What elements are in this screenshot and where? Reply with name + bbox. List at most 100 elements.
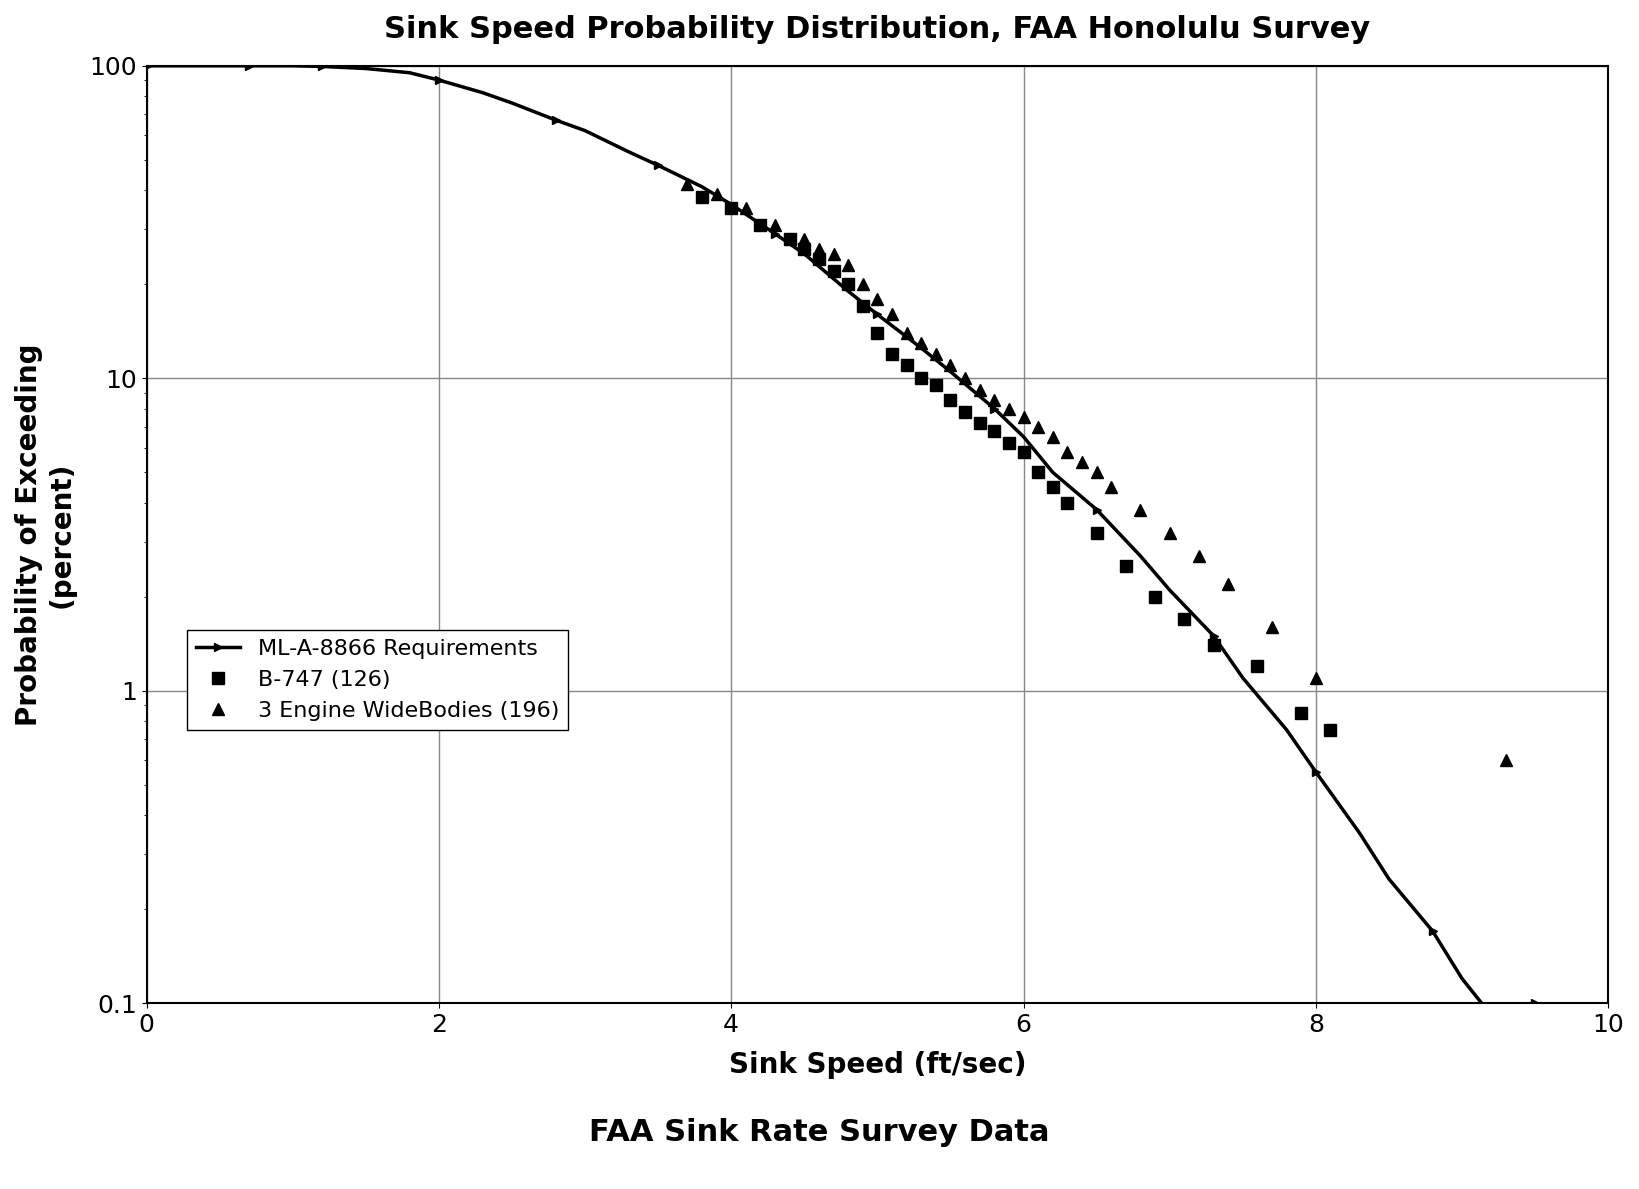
3 Engine WideBodies (196) <box>1013 410 1033 424</box>
B-747 (126) <box>1146 590 1165 604</box>
Text: FAA Sink Rate Survey Data: FAA Sink Rate Survey Data <box>590 1119 1049 1147</box>
B-747 (126) <box>970 416 990 430</box>
B-747 (126) <box>882 346 901 360</box>
3 Engine WideBodies (196) <box>1188 549 1208 564</box>
ML-A-8866 Requirements <box>941 365 960 379</box>
3 Engine WideBodies (196) <box>1306 671 1326 685</box>
B-747 (126) <box>838 277 857 291</box>
3 Engine WideBodies (196) <box>824 247 844 262</box>
B-747 (126) <box>1000 436 1019 451</box>
ML-A-8866 Requirements <box>1203 629 1223 643</box>
ML-A-8866 Requirements <box>1160 583 1180 597</box>
B-747 (126) <box>956 405 975 420</box>
ML-A-8866 Requirements <box>1131 549 1151 564</box>
B-747 (126) <box>941 394 960 408</box>
B-747 (126) <box>911 371 931 385</box>
3 Engine WideBodies (196) <box>867 291 887 306</box>
ML-A-8866 Requirements <box>1013 429 1033 443</box>
B-747 (126) <box>1175 611 1195 625</box>
B-747 (126) <box>810 252 829 266</box>
3 Engine WideBodies (196) <box>1131 503 1151 517</box>
3 Engine WideBodies (196) <box>1028 420 1047 434</box>
3 Engine WideBodies (196) <box>1072 454 1092 468</box>
3 Engine WideBodies (196) <box>1218 577 1237 591</box>
ML-A-8866 Requirements <box>1306 765 1326 779</box>
ML-A-8866 Requirements <box>1423 924 1442 938</box>
B-747 (126) <box>1087 526 1106 540</box>
B-747 (126) <box>751 218 770 232</box>
ML-A-8866 Requirements <box>239 58 259 73</box>
B-747 (126) <box>897 358 916 372</box>
B-747 (126) <box>1013 445 1033 459</box>
3 Engine WideBodies (196) <box>838 258 857 272</box>
B-747 (126) <box>985 423 1005 438</box>
3 Engine WideBodies (196) <box>897 326 916 340</box>
ML-A-8866 Requirements <box>502 96 521 111</box>
3 Engine WideBodies (196) <box>765 218 785 232</box>
3 Engine WideBodies (196) <box>956 371 975 385</box>
ML-A-8866 Requirements <box>1496 1026 1516 1040</box>
3 Engine WideBodies (196) <box>677 176 697 190</box>
3 Engine WideBodies (196) <box>852 277 872 291</box>
ML-A-8866 Requirements <box>269 58 288 73</box>
ML-A-8866 Requirements <box>1378 872 1398 886</box>
Line: B-747 (126): B-747 (126) <box>697 191 1336 735</box>
3 Engine WideBodies (196) <box>795 232 815 246</box>
B-747 (126) <box>692 190 711 205</box>
ML-A-8866 Requirements <box>911 341 931 356</box>
B-747 (126) <box>852 300 872 314</box>
ML-A-8866 Requirements <box>1526 996 1546 1011</box>
3 Engine WideBodies (196) <box>970 383 990 397</box>
ML-A-8866 Requirements <box>1277 723 1296 737</box>
3 Engine WideBodies (196) <box>911 335 931 350</box>
ML-A-8866 Requirements <box>474 86 493 100</box>
ML-A-8866 Requirements <box>356 62 375 76</box>
3 Engine WideBodies (196) <box>882 307 901 321</box>
3 Engine WideBodies (196) <box>1101 479 1121 493</box>
ML-A-8866 Requirements <box>1042 465 1062 479</box>
B-747 (126) <box>926 378 946 392</box>
ML-A-8866 Requirements <box>985 402 1005 416</box>
B-747 (126) <box>1116 559 1136 573</box>
B-747 (126) <box>780 232 800 246</box>
ML-A-8866 Requirements <box>136 58 156 73</box>
3 Engine WideBodies (196) <box>706 187 726 201</box>
B-747 (126) <box>1247 659 1267 673</box>
ML-A-8866 Requirements <box>1351 826 1370 841</box>
3 Engine WideBodies (196) <box>926 346 946 360</box>
ML-A-8866 Requirements <box>284 58 303 73</box>
ML-A-8866 Requirements <box>721 197 741 212</box>
3 Engine WideBodies (196) <box>736 201 756 215</box>
B-747 (126) <box>867 326 887 340</box>
ML-A-8866 Requirements <box>575 124 595 138</box>
B-747 (126) <box>1203 638 1223 653</box>
ML-A-8866 Requirements <box>180 58 200 73</box>
B-747 (126) <box>1057 496 1077 510</box>
3 Engine WideBodies (196) <box>1000 402 1019 416</box>
3 Engine WideBodies (196) <box>1087 465 1106 479</box>
ML-A-8866 Requirements <box>400 65 420 80</box>
ML-A-8866 Requirements <box>210 58 229 73</box>
ML-A-8866 Requirements <box>1233 671 1252 685</box>
ML-A-8866 Requirements <box>620 145 639 159</box>
ML-A-8866 Requirements <box>765 227 785 241</box>
B-747 (126) <box>1292 706 1311 721</box>
B-747 (126) <box>824 264 844 278</box>
ML-A-8866 Requirements <box>649 158 669 172</box>
3 Engine WideBodies (196) <box>810 241 829 256</box>
Line: 3 Engine WideBodies (196): 3 Engine WideBodies (196) <box>682 178 1511 766</box>
B-747 (126) <box>1042 479 1062 493</box>
B-747 (126) <box>795 241 815 256</box>
3 Engine WideBodies (196) <box>1057 445 1077 459</box>
ML-A-8866 Requirements <box>838 284 857 298</box>
3 Engine WideBodies (196) <box>1262 619 1282 634</box>
B-747 (126) <box>1321 723 1341 737</box>
3 Engine WideBodies (196) <box>941 358 960 372</box>
3 Engine WideBodies (196) <box>1496 753 1516 767</box>
3 Engine WideBodies (196) <box>1042 429 1062 443</box>
B-747 (126) <box>721 201 741 215</box>
ML-A-8866 Requirements <box>795 247 815 262</box>
3 Engine WideBodies (196) <box>985 394 1005 408</box>
ML-A-8866 Requirements <box>429 73 449 87</box>
X-axis label: Sink Speed (ft/sec): Sink Speed (ft/sec) <box>729 1051 1026 1078</box>
